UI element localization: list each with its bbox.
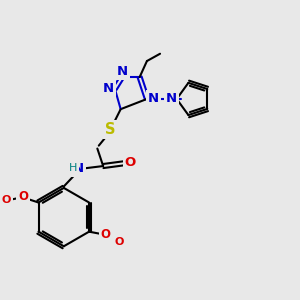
- Text: N: N: [116, 65, 128, 78]
- Text: N: N: [148, 92, 159, 105]
- Text: H: H: [69, 163, 77, 173]
- Text: N: N: [73, 162, 84, 175]
- Text: N: N: [166, 92, 177, 106]
- Text: S: S: [105, 122, 116, 137]
- Text: O: O: [125, 156, 136, 169]
- Text: N: N: [166, 92, 177, 106]
- Text: N: N: [116, 65, 128, 78]
- Text: O: O: [115, 238, 124, 248]
- Text: N: N: [103, 82, 114, 95]
- Text: O: O: [101, 228, 111, 241]
- Text: H: H: [69, 163, 77, 173]
- Text: O: O: [18, 190, 28, 203]
- Text: N: N: [73, 162, 84, 175]
- Text: O: O: [18, 190, 28, 203]
- Text: N: N: [103, 82, 114, 95]
- Text: O: O: [1, 195, 10, 205]
- Text: O: O: [101, 228, 111, 241]
- Text: N: N: [148, 92, 159, 105]
- Text: O: O: [125, 156, 136, 169]
- Text: O: O: [1, 195, 10, 205]
- Text: S: S: [105, 122, 116, 137]
- Text: O: O: [115, 238, 124, 248]
